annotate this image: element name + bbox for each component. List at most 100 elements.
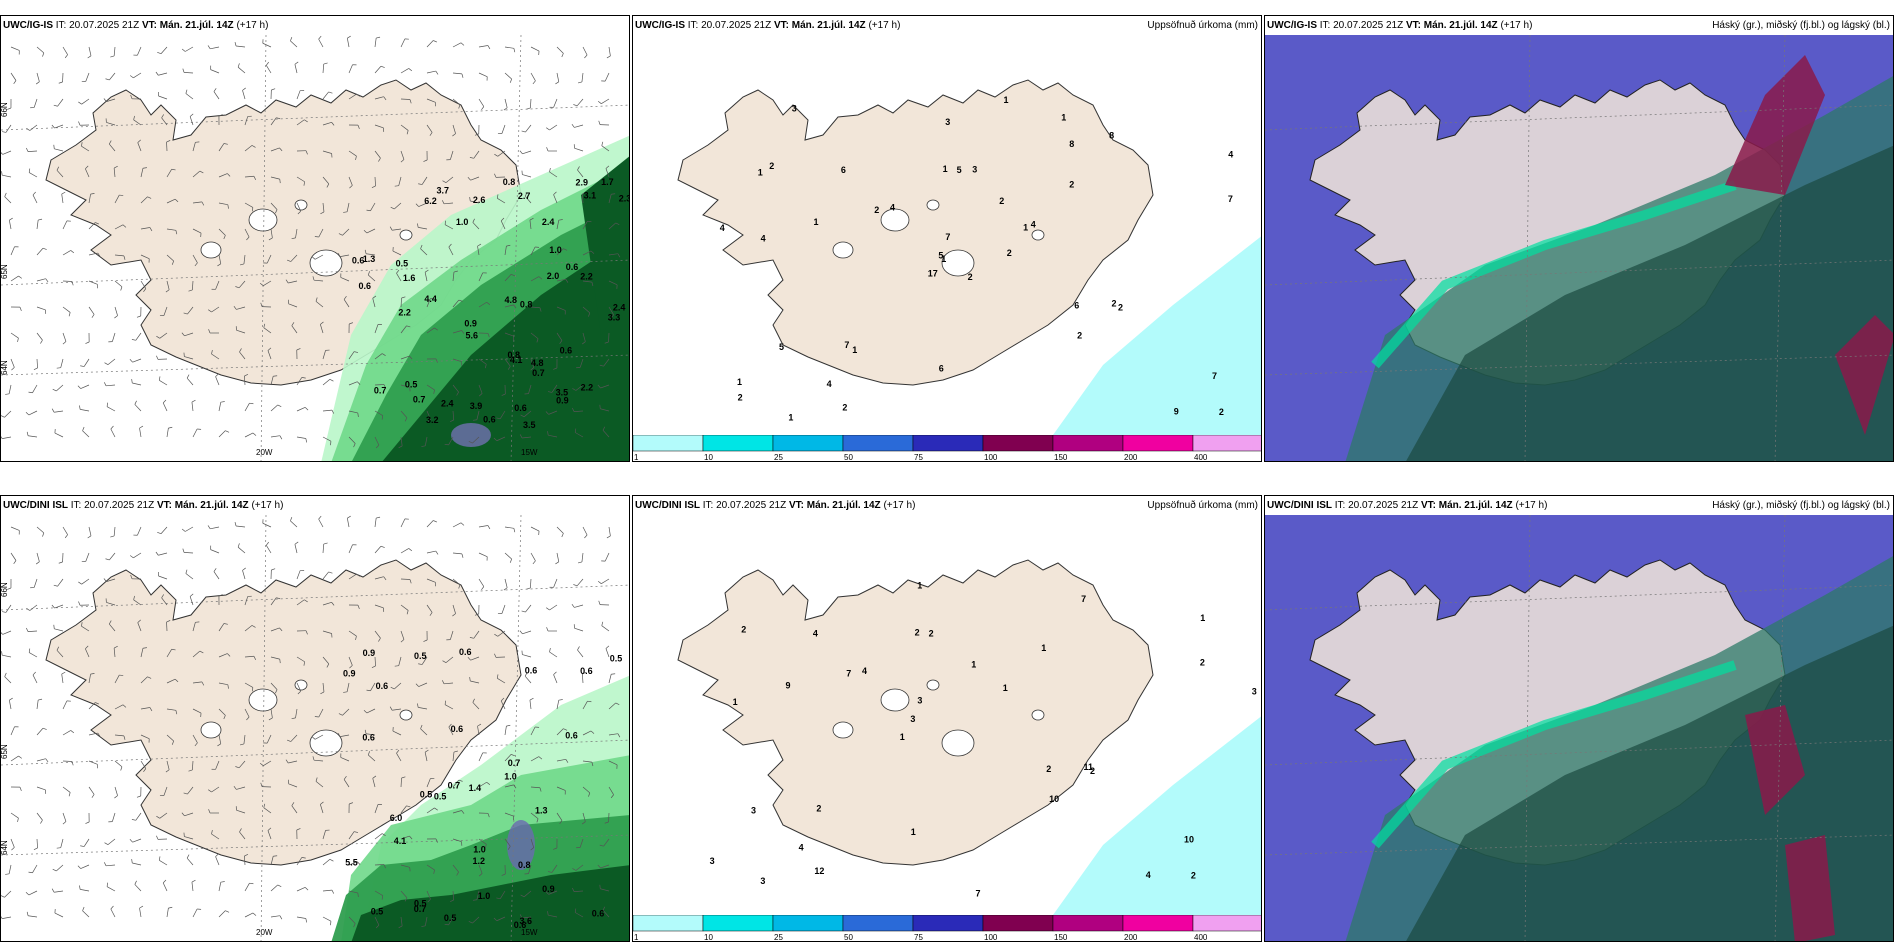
precip-value-label: 1.0 bbox=[478, 891, 491, 901]
precip-value-label: 4 bbox=[862, 666, 867, 676]
map-wind-precip: 66N 65N 64N 20W 15W 3.5 6.2 0.5 0.5 0.6 0.6 3.3 4.4 5… bbox=[1, 35, 629, 461]
precip-value-label: 1 bbox=[1041, 643, 1046, 653]
legend-swatch bbox=[1052, 915, 1124, 932]
panel-right-title: Háský (gr.), miðský (fj.bl.) og lágský (… bbox=[1712, 20, 1890, 31]
precip-value-label: 2.2 bbox=[398, 308, 411, 318]
precip-value-label: 3 bbox=[917, 696, 922, 706]
graticule bbox=[1, 515, 629, 941]
panel-right-title: Uppsöfnuð úrkoma (mm) bbox=[1147, 500, 1258, 511]
precip-value-label: 7 bbox=[976, 889, 981, 899]
precip-value-label: 3 bbox=[910, 714, 915, 724]
precip-value-label: 4 bbox=[827, 379, 832, 389]
precip-value-label: 1.3 bbox=[363, 254, 376, 264]
legend-swatch bbox=[772, 435, 844, 452]
precip-value-label: 2 bbox=[741, 624, 746, 634]
legend-swatch bbox=[1122, 915, 1194, 932]
precip-value-label: 0.7 bbox=[414, 904, 427, 914]
precip-value-label: 1 bbox=[737, 377, 742, 387]
legend-tick: 400 bbox=[1194, 453, 1208, 461]
precip-value-label: 5.5 bbox=[345, 858, 358, 868]
precip-value-label: 1 bbox=[814, 217, 819, 227]
glacier-outline bbox=[926, 679, 940, 691]
precip-value-label: 0.9 bbox=[556, 396, 569, 406]
precip-value-label: 0.6 bbox=[352, 255, 365, 265]
precip-value-label: 0.6 bbox=[525, 665, 538, 675]
precip-value-label: 0.7 bbox=[448, 780, 461, 790]
legend-tick: 400 bbox=[1194, 933, 1208, 941]
precip-value-label: 4 bbox=[799, 842, 804, 852]
precip-value-label: 0.5 bbox=[610, 654, 623, 664]
precip-value-label: 2 bbox=[915, 627, 920, 637]
panel-right-title: Uppsöfnuð úrkoma (mm) bbox=[1147, 20, 1258, 31]
precip-field bbox=[321, 135, 629, 461]
accum-shading bbox=[1053, 236, 1261, 435]
precip-value-label: 2 bbox=[1118, 302, 1123, 312]
axis-label: 64N bbox=[1, 360, 9, 375]
precip-value-label: 0.6 bbox=[592, 909, 605, 919]
precip-value-label: 0.7 bbox=[374, 386, 387, 396]
precip-value-label: 3.6 bbox=[520, 916, 533, 926]
precip-value-label: 0.5 bbox=[414, 651, 427, 661]
low-cloud-layer bbox=[1406, 145, 1893, 461]
glacier-outline bbox=[880, 208, 910, 232]
precip-value-label: 2 bbox=[999, 196, 1004, 206]
precip-value-label: 5 bbox=[938, 251, 943, 261]
precip-value-label: 6 bbox=[939, 364, 944, 374]
precip-value-label: 1 bbox=[911, 827, 916, 837]
precip-value-label: 2.9 bbox=[576, 178, 589, 188]
low-cloud-layer bbox=[1406, 625, 1893, 941]
precip-value-label: 2.4 bbox=[441, 398, 454, 408]
precip-field bbox=[331, 675, 629, 941]
value-labels: 3.5 6.2 0.5 0.5 0.6 0.6 3.3 4.4 5.6 0.7 0.7 0.6 0.9 0… bbox=[352, 177, 629, 430]
precip-value-label: 1 bbox=[852, 345, 857, 355]
precip-value-label: 0.6 bbox=[359, 281, 372, 291]
precip-value-label: 1 bbox=[1023, 223, 1028, 233]
legend-tick: 10 bbox=[704, 453, 713, 461]
precip-value-label: 2 bbox=[1046, 764, 1051, 774]
precip-value-label: 7 bbox=[945, 232, 950, 242]
precip-value-label: 12 bbox=[814, 866, 824, 876]
precip-value-label: 0.9 bbox=[542, 884, 555, 894]
axis-label: 66N bbox=[1, 582, 9, 597]
precip-value-label: 0.6 bbox=[565, 730, 578, 740]
precip-value-label: 2.2 bbox=[581, 383, 594, 393]
map-clouds bbox=[1265, 515, 1893, 941]
glacier-outline bbox=[399, 229, 413, 241]
precip-value-label: 1 bbox=[900, 732, 905, 742]
graticule bbox=[1265, 515, 1893, 941]
legend-swatch bbox=[842, 915, 914, 932]
legend-swatch bbox=[633, 435, 704, 452]
precip-value-label: 1.0 bbox=[549, 245, 562, 255]
legend-tick: 1 bbox=[634, 453, 639, 461]
panel-clouds-igis: UWC/IG-IS IT: 20.07.2025 21Z VT: Mán. 21… bbox=[1264, 15, 1894, 462]
panel-wind-precip-dini: UWC/DINI ISL IT: 20.07.2025 21Z VT: Mán.… bbox=[0, 495, 630, 942]
legend-swatch bbox=[633, 915, 704, 932]
precip-value-label: 5 bbox=[779, 342, 784, 352]
precip-value-label: 5.6 bbox=[466, 331, 479, 341]
precip-value-label: 8 bbox=[1069, 139, 1074, 149]
panel-title: UWC/DINI ISL IT: 20.07.2025 21Z VT: Mán.… bbox=[1267, 500, 1548, 511]
glacier-outline bbox=[309, 729, 343, 757]
axis-label: 65N bbox=[1, 264, 9, 279]
glacier-outline bbox=[832, 721, 854, 739]
precip-value-label: 9 bbox=[1174, 407, 1179, 417]
precip-value-label: 1.6 bbox=[403, 273, 416, 283]
precip-value-label: 7 bbox=[1081, 594, 1086, 604]
precip-value-label: 3.1 bbox=[584, 191, 597, 201]
legend-tick: 10 bbox=[704, 933, 713, 941]
precip-value-label: 2 bbox=[929, 628, 934, 638]
precip-value-label: 3.5 bbox=[523, 420, 536, 430]
cloud-front-band bbox=[1371, 180, 1737, 369]
precip-value-label: 4 bbox=[1228, 149, 1233, 159]
legend-tick: 25 bbox=[774, 933, 783, 941]
precip-value-label: 3 bbox=[1252, 687, 1257, 697]
precip-value-label: 1 bbox=[733, 697, 738, 707]
precip-value-label: 2.7 bbox=[518, 191, 531, 201]
precip-value-label: 9 bbox=[786, 680, 791, 690]
precip-value-label: 0.6 bbox=[483, 414, 496, 424]
precip-value-label: 1 bbox=[943, 164, 948, 174]
precip-value-label: 2.4 bbox=[542, 217, 555, 227]
precip-value-label: 0.5 bbox=[444, 913, 457, 923]
glacier-outline bbox=[832, 241, 854, 259]
